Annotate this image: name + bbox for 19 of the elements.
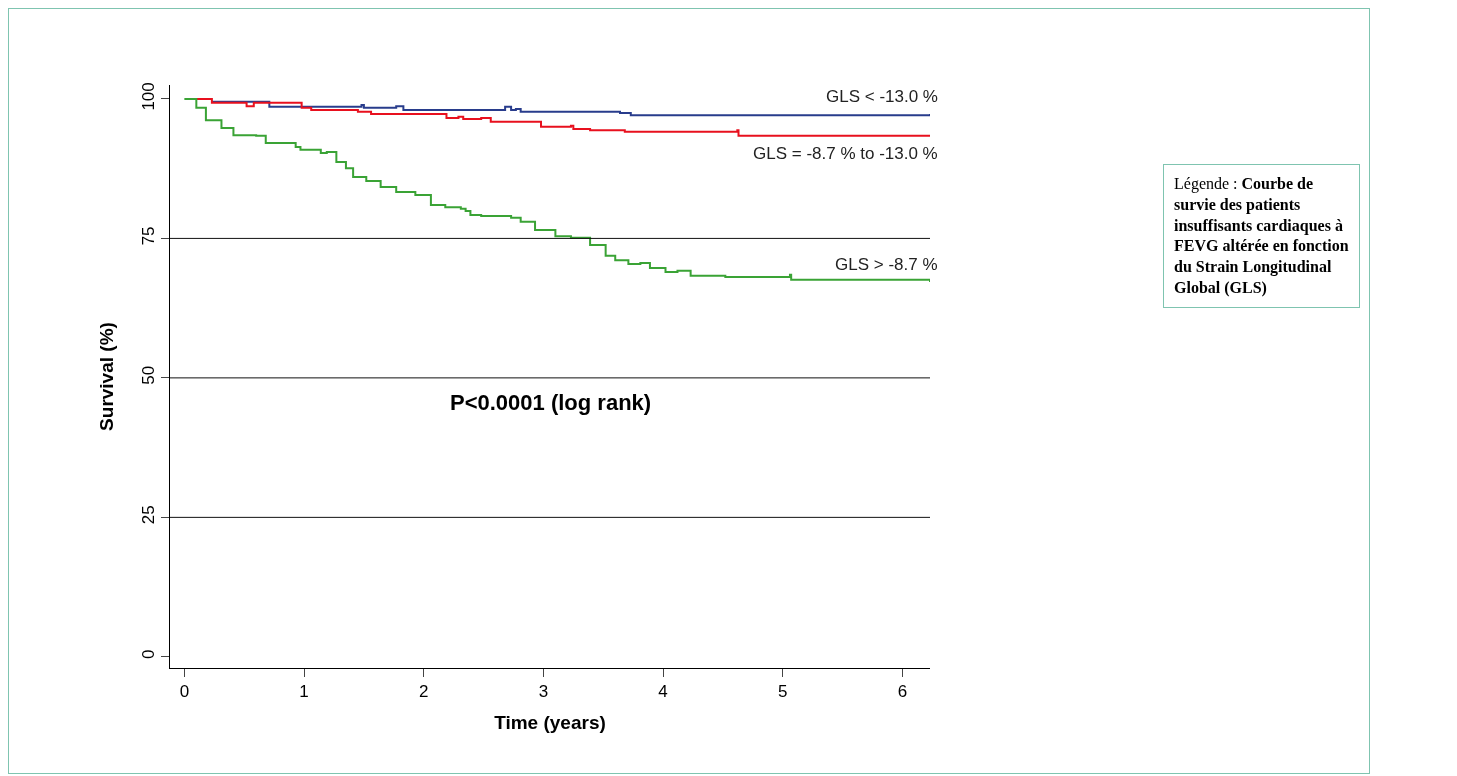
y-tick-label: 75 — [139, 226, 159, 246]
series-label: GLS < -13.0 % — [826, 87, 938, 106]
y-axis-title: Survival (%) — [96, 322, 118, 431]
x-axis-title: Time (years) — [494, 712, 606, 734]
annotation: P<0.0001 (log rank) — [450, 390, 652, 415]
y-tick-label: 100 — [139, 82, 159, 111]
x-tick-label: 1 — [299, 682, 309, 702]
x-tick-label: 2 — [419, 682, 429, 702]
x-tick-label: 6 — [897, 682, 908, 702]
x-tick-label: 0 — [179, 682, 190, 702]
series-label: GLS = -8.7 % to -13.0 % — [753, 144, 938, 163]
y-tick-label: 50 — [139, 365, 159, 385]
x-tick-label: 3 — [538, 682, 549, 702]
y-tick-label: 0 — [139, 649, 159, 660]
text: Légende : Courbe de survie des patients insuffisants cardiaques à FEVG altérée en fonction du Strain Longitudinal Global (GLS) — [1174, 175, 1349, 297]
series-label: GLS > -8.7 % — [835, 255, 938, 274]
x-tick-label: 4 — [658, 682, 668, 702]
x-tick-label: 5 — [778, 682, 788, 702]
y-tick-label: 25 — [139, 505, 159, 525]
